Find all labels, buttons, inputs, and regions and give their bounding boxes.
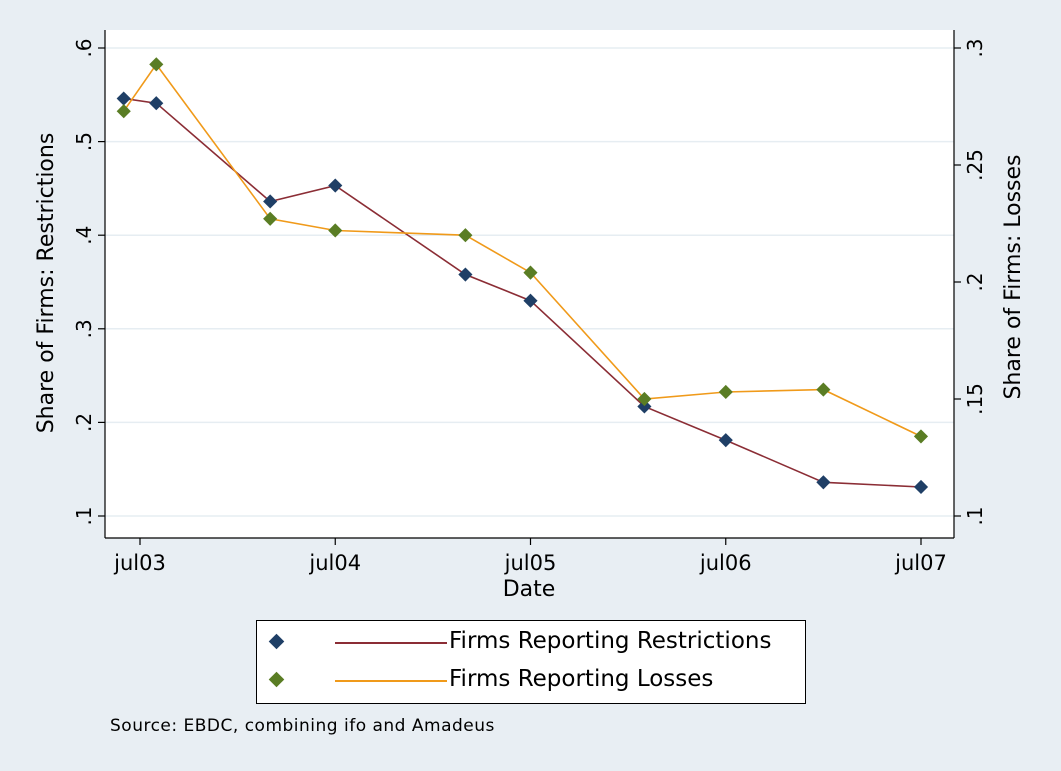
legend-marker-losses bbox=[268, 671, 285, 688]
data-point-losses bbox=[116, 104, 131, 119]
legend-line-restrictions bbox=[335, 642, 447, 644]
data-point-losses bbox=[263, 211, 278, 226]
data-point-losses bbox=[913, 429, 929, 444]
x-tick-label: jul05 bbox=[504, 551, 557, 575]
legend-marker-restrictions bbox=[268, 633, 285, 650]
line-chart: .1 .2 .3 .4 .5 .6 .1 .15 .2 .25 .3 jul03 jul04 jul05 j… bbox=[34, 30, 1026, 602]
y-left-tick-label: .4 bbox=[72, 226, 96, 245]
data-point-restrictions bbox=[637, 399, 652, 414]
y-left-tick-label: .1 bbox=[72, 506, 96, 525]
legend-item-restrictions: Firms Reporting Restrictions bbox=[257, 625, 805, 663]
grid-lines bbox=[105, 47, 954, 517]
y-right-tick-label: .1 bbox=[963, 506, 987, 525]
y-axis-left-label: Share of Firms: Restrictions bbox=[34, 133, 59, 434]
data-point-losses bbox=[637, 391, 652, 407]
series-line-restrictions bbox=[123, 97, 922, 488]
legend-label-restrictions: Firms Reporting Restrictions bbox=[449, 628, 772, 654]
y-right-tick-label: .15 bbox=[963, 383, 987, 415]
y-right-tick-label: .3 bbox=[963, 38, 987, 57]
x-tick-label: jul03 bbox=[113, 551, 166, 575]
series-line-losses bbox=[123, 63, 922, 438]
y-left-tick-label: .2 bbox=[72, 413, 96, 432]
y-left-tick-label: .6 bbox=[72, 38, 96, 57]
legend-line-losses bbox=[335, 680, 447, 682]
x-tick-label: jul07 bbox=[894, 551, 947, 575]
y-left-tick-label: .3 bbox=[72, 319, 96, 338]
data-point-losses bbox=[458, 228, 473, 243]
data-point-restrictions bbox=[816, 475, 831, 490]
x-tick-label: jul04 bbox=[308, 551, 361, 575]
legend-item-losses: Firms Reporting Losses bbox=[257, 663, 805, 701]
y-right-tick-label: .2 bbox=[963, 272, 987, 291]
data-point-restrictions bbox=[458, 267, 473, 282]
plot-area bbox=[105, 30, 954, 538]
x-axis-label: Date bbox=[503, 577, 556, 602]
y-axis-right-label: Share of Firms: Losses bbox=[1001, 154, 1026, 399]
data-point-restrictions bbox=[263, 194, 278, 209]
y-left-tick-label: .5 bbox=[72, 132, 96, 151]
legend: Firms Reporting Restrictions Firms Repor… bbox=[256, 620, 806, 704]
axes: .1 .2 .3 .4 .5 .6 .1 .15 .2 .25 .3 jul03 jul04 jul05 j… bbox=[72, 30, 987, 575]
y-right-tick-label: .25 bbox=[963, 149, 987, 181]
data-point-restrictions bbox=[328, 178, 343, 193]
data-point-losses bbox=[523, 265, 538, 280]
legend-label-losses: Firms Reporting Losses bbox=[449, 666, 714, 692]
source-note: Source: EBDC, combining ifo and Amadeus bbox=[110, 716, 495, 736]
data-point-restrictions bbox=[149, 96, 164, 111]
x-tick-label: jul06 bbox=[699, 551, 752, 575]
data-point-restrictions bbox=[913, 479, 929, 495]
data-point-losses bbox=[328, 223, 343, 238]
